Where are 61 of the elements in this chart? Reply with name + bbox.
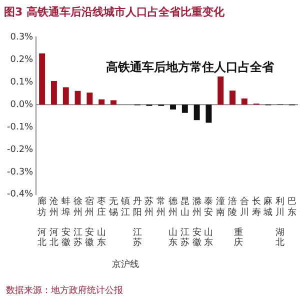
y-tick-label: 0.3%	[10, 32, 34, 43]
x-tick-label: 长寿	[252, 196, 261, 218]
x-tick-label: 蚌埠	[60, 196, 70, 218]
text: 安徽	[61, 227, 70, 248]
y-tick-label: 0.2%	[10, 55, 34, 65]
y-tick-label: -0.2%	[6, 144, 34, 155]
bar	[218, 76, 224, 105]
x-tick-label: 丹阳	[132, 196, 142, 218]
x-tick-label: 无锡	[108, 197, 118, 218]
x-tick-label: 枣庄	[97, 196, 106, 218]
bar	[230, 90, 236, 105]
text: 山东	[204, 227, 214, 248]
x-tick-label: 镇江	[120, 196, 130, 218]
bar	[86, 92, 93, 105]
x-tick-label: 涪陵	[228, 196, 238, 218]
x-tick-label: 廊坊	[36, 196, 47, 218]
y-tick-label: 0.0%	[10, 100, 34, 110]
bar	[206, 104, 212, 123]
text: 高铁通车后地方常住人口占全省	[106, 60, 276, 74]
x-tick-label: 麻城	[262, 196, 273, 218]
bar	[39, 53, 46, 105]
text: 山东	[168, 227, 178, 248]
x-tick-label: 苏州	[144, 196, 154, 218]
bar	[194, 104, 200, 120]
text: 江苏	[73, 227, 82, 248]
x-tick-label: 徐州	[73, 196, 82, 218]
x-tick-label: 潼南	[216, 196, 226, 218]
text: 山东	[97, 227, 106, 248]
x-tick-label: 德州	[168, 196, 178, 218]
text: 江苏	[180, 227, 190, 248]
y-tick-label: -0.4%	[6, 190, 34, 200]
text: 江苏	[132, 227, 142, 248]
x-tick-label: 宿州	[85, 196, 94, 218]
y-tick-label: -0.3%	[6, 167, 34, 178]
x-tick-label: 滁州	[192, 196, 202, 218]
x-tick-label: 巴东	[288, 197, 297, 218]
x-tick-label: 合川	[240, 196, 249, 218]
text: 河北	[38, 227, 47, 248]
text: 湖北	[276, 227, 285, 248]
text: 安徽	[192, 227, 202, 248]
bar	[50, 80, 57, 105]
text: 京沪线	[112, 259, 139, 270]
bar	[170, 104, 176, 110]
x-tick-label: 利川	[276, 196, 285, 218]
bar	[62, 87, 69, 105]
bar	[74, 90, 81, 105]
text: 河北	[49, 227, 58, 248]
source-note: 数据来源：地方政府统计公报	[6, 284, 123, 296]
x-tick-label: 泰安	[204, 196, 214, 218]
bar	[110, 100, 116, 105]
y-tick-label: 0.1%	[10, 77, 34, 88]
text: 安徽	[85, 227, 94, 248]
y-tick-label: -0.1%	[6, 122, 34, 132]
bar	[241, 98, 248, 105]
chart-title: 图3 高铁通车后沿线城市人口占全省比重变化	[4, 5, 226, 18]
x-tick-label: 昆山	[180, 196, 190, 218]
x-tick-label: 沧州	[49, 196, 58, 218]
bar	[182, 104, 188, 113]
text: 重庆	[234, 227, 243, 248]
bar	[98, 99, 105, 105]
x-tick-label: 常州	[156, 196, 166, 218]
